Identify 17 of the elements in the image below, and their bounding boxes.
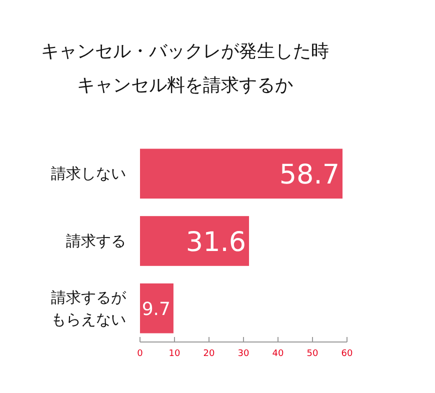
bar: [140, 283, 174, 334]
x-tick-label: 50: [306, 349, 318, 359]
y-tick-label: 請求しない: [51, 164, 126, 183]
chart-title: キャンセル・バックレが発生した時キャンセル料を請求するか: [41, 41, 329, 96]
x-tick-label: 30: [238, 349, 250, 359]
x-tick-label: 40: [272, 349, 284, 359]
y-tick-label: 請求する: [66, 232, 126, 250]
bar: [140, 148, 343, 199]
x-tick-label: 60: [341, 349, 353, 359]
data-label: 9.7: [142, 298, 170, 320]
data-label: 58.7: [279, 160, 340, 191]
x-tick-label: 0: [137, 349, 144, 359]
x-tick-label: 20: [203, 349, 215, 359]
data-label: 31.6: [186, 227, 246, 258]
bar: [140, 216, 250, 266]
x-tick-label: 10: [168, 349, 180, 359]
y-tick-label: 請求するがもらえない: [51, 288, 127, 328]
